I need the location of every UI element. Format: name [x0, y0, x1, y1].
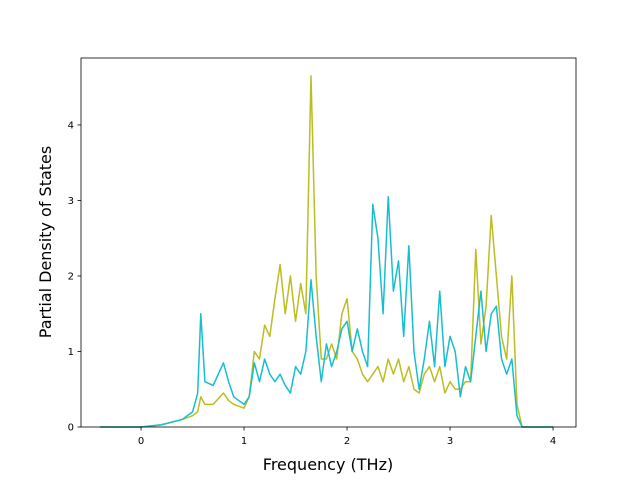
series-line — [99, 195, 554, 428]
plot-frame — [80, 57, 577, 428]
y-tick-label: 2 — [68, 271, 74, 282]
series-line — [99, 75, 554, 428]
x-tick-label: 4 — [550, 436, 556, 447]
x-tick-label: 3 — [447, 436, 453, 447]
y-axis-label: Partial Density of States — [36, 146, 55, 338]
y-tick-label: 3 — [68, 196, 74, 207]
x-axis-label: Frequency (THz) — [263, 455, 393, 474]
x-tick-label: 0 — [138, 436, 144, 447]
x-tick-label: 1 — [241, 436, 247, 447]
y-tick-label: 4 — [68, 120, 74, 131]
x-tick-label: 2 — [344, 436, 350, 447]
y-tick-label: 1 — [68, 347, 74, 358]
y-tick-label: 0 — [68, 423, 74, 434]
